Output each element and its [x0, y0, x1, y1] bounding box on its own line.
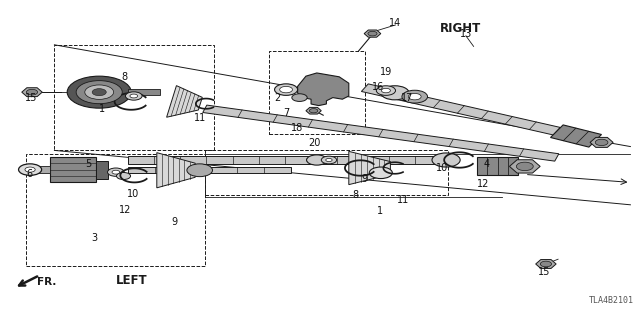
Circle shape	[595, 139, 608, 146]
Polygon shape	[477, 157, 518, 175]
Polygon shape	[157, 153, 195, 188]
Text: 17: 17	[401, 92, 413, 103]
Circle shape	[369, 167, 392, 179]
Circle shape	[408, 93, 421, 100]
Polygon shape	[364, 30, 381, 37]
Circle shape	[540, 261, 552, 267]
Text: 9: 9	[171, 217, 177, 228]
Circle shape	[84, 85, 114, 100]
Polygon shape	[509, 160, 540, 173]
Circle shape	[381, 86, 409, 100]
Text: 7: 7	[284, 108, 290, 118]
Circle shape	[275, 84, 298, 95]
Text: RIGHT: RIGHT	[440, 22, 481, 35]
Text: 5: 5	[85, 159, 92, 169]
Text: LEFT: LEFT	[115, 274, 147, 286]
Polygon shape	[298, 73, 349, 106]
Text: 2: 2	[274, 92, 280, 103]
Text: 8: 8	[352, 190, 358, 200]
Text: 10: 10	[127, 189, 140, 199]
Text: 12: 12	[118, 204, 131, 215]
Circle shape	[516, 162, 533, 171]
Text: 14: 14	[389, 18, 402, 28]
Circle shape	[280, 86, 292, 93]
Text: 3: 3	[92, 233, 98, 244]
Text: 16: 16	[371, 82, 384, 92]
FancyBboxPatch shape	[50, 157, 96, 182]
Circle shape	[381, 88, 390, 93]
Text: 8: 8	[122, 72, 128, 82]
Polygon shape	[203, 105, 559, 161]
Text: 18: 18	[291, 123, 303, 133]
Polygon shape	[33, 166, 50, 173]
Polygon shape	[590, 137, 613, 148]
Circle shape	[116, 172, 131, 180]
Text: 10: 10	[435, 163, 448, 173]
Text: 15: 15	[24, 93, 37, 103]
Circle shape	[26, 89, 38, 95]
Text: FR.: FR.	[37, 277, 56, 287]
Text: 19: 19	[380, 67, 392, 77]
Polygon shape	[128, 167, 291, 173]
Polygon shape	[550, 125, 602, 147]
Text: 9: 9	[362, 174, 368, 184]
Circle shape	[326, 158, 332, 162]
Text: 6: 6	[26, 169, 33, 179]
Polygon shape	[128, 89, 160, 95]
Text: 15: 15	[538, 267, 550, 277]
Circle shape	[309, 108, 318, 113]
Text: 11: 11	[194, 113, 207, 123]
Circle shape	[368, 31, 377, 36]
Text: 20: 20	[308, 138, 321, 148]
Text: 4: 4	[483, 159, 490, 169]
Polygon shape	[349, 151, 390, 185]
Text: 11: 11	[397, 195, 410, 205]
Polygon shape	[362, 84, 560, 135]
Circle shape	[76, 81, 122, 104]
Circle shape	[321, 156, 337, 164]
Text: TLA4B2101: TLA4B2101	[589, 296, 634, 305]
Circle shape	[432, 153, 460, 167]
Polygon shape	[166, 86, 202, 117]
Circle shape	[112, 170, 120, 174]
Polygon shape	[22, 88, 42, 97]
Polygon shape	[128, 156, 442, 164]
Circle shape	[402, 90, 428, 103]
Text: 12: 12	[477, 179, 490, 189]
Circle shape	[92, 89, 106, 96]
Circle shape	[307, 155, 327, 165]
Circle shape	[125, 92, 142, 100]
Circle shape	[292, 94, 307, 101]
Text: 1: 1	[376, 206, 383, 216]
Circle shape	[130, 94, 138, 98]
Circle shape	[19, 164, 42, 175]
Polygon shape	[306, 108, 321, 114]
Polygon shape	[536, 260, 556, 268]
Text: 1: 1	[99, 104, 105, 115]
Text: 13: 13	[460, 29, 472, 39]
Circle shape	[25, 167, 35, 172]
FancyBboxPatch shape	[96, 161, 108, 179]
Circle shape	[187, 164, 212, 177]
Circle shape	[67, 76, 131, 108]
Circle shape	[376, 86, 396, 95]
Circle shape	[108, 168, 124, 176]
